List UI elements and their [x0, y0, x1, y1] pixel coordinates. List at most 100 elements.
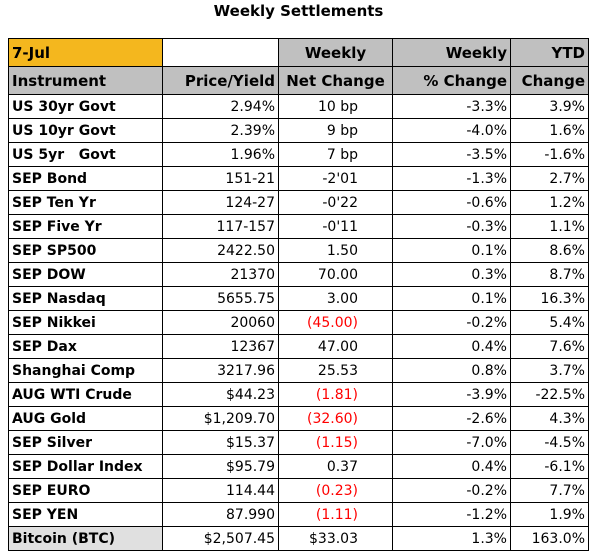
table-cell: 0.8% — [392, 358, 511, 383]
table-row: SEP Dollar Index $95.79 0.37 0.4% -6.1% — [8, 454, 589, 479]
table-cell: 114.44 — [162, 478, 279, 503]
table-cell: (32.60) — [278, 406, 393, 431]
table-cell: SEP SP500 — [8, 238, 163, 263]
table-cell: 12367 — [162, 334, 279, 359]
title: Weekly Settlements — [213, 2, 384, 20]
table-cell: Bitcoin (BTC) — [8, 526, 163, 551]
table-cell: Weekly — [392, 38, 511, 67]
table-row: SEP Five Yr 117-157 -0'11 -0.3% 1.1% — [8, 214, 589, 239]
table-cell: 7-Jul — [8, 38, 163, 67]
table-row: Shanghai Comp 3217.96 25.53 0.8% 3.7% — [8, 358, 589, 383]
table-cell: 3217.96 — [162, 358, 279, 383]
table-cell: 1.1% — [510, 214, 589, 239]
table-cell: 47.00 — [278, 334, 393, 359]
table-cell: -4.5% — [510, 430, 589, 455]
table-row: Instrument Price/Yield Net Change% Change C… — [8, 66, 589, 95]
table-cell: 8.7% — [510, 262, 589, 287]
table-cell: 0.4% — [392, 454, 511, 479]
table-cell: 2.94% — [162, 94, 279, 119]
table-cell: $33.03 — [278, 526, 393, 551]
table-cell: 151-21 — [162, 166, 279, 191]
table-cell: AUG Gold — [8, 406, 163, 431]
table-cell: SEP Silver — [8, 430, 163, 455]
table-cell: -1.2% — [392, 502, 511, 527]
table-cell: -22.5% — [510, 382, 589, 407]
table-cell: -1.6% — [510, 142, 589, 167]
table-row: SEP Nasdaq 5655.75 3.00 0.1% 16.3% — [8, 286, 589, 311]
table-cell: AUG WTI Crude — [8, 382, 163, 407]
table-cell: 0.3% — [392, 262, 511, 287]
table-cell: Change — [510, 66, 589, 95]
table-cell: Net Change — [278, 66, 393, 95]
table-cell: US 30yr Govt — [8, 94, 163, 119]
table-cell: 2.7% — [510, 166, 589, 191]
table-cell: 1.2% — [510, 190, 589, 215]
table-cell: 2.39% — [162, 118, 279, 143]
table-cell: 7.6% — [510, 334, 589, 359]
table-cell: -6.1% — [510, 454, 589, 479]
table-cell: 1.50 — [278, 238, 393, 263]
table-cell: -3.5% — [392, 142, 511, 167]
table-cell: SEP Dax — [8, 334, 163, 359]
table-cell: 25.53 — [278, 358, 393, 383]
table-cell: -3.9% — [392, 382, 511, 407]
table-cell: SEP Bond — [8, 166, 163, 191]
table-cell: 5.4% — [510, 310, 589, 335]
table-cell: -0.6% — [392, 190, 511, 215]
table-cell: -2'01 — [278, 166, 393, 191]
table-row: US 10yr Govt 2.39% 9 bp -4.0% 1.6% — [8, 118, 589, 143]
table-cell: -4.0% — [392, 118, 511, 143]
table-cell: SEP YEN — [8, 502, 163, 527]
table-cell: US 10yr Govt — [8, 118, 163, 143]
table-row: US 30yr Govt 2.94% 10 bp -3.3% 3.9% — [8, 94, 589, 119]
table-cell — [162, 38, 279, 67]
table-row: SEP Dax 12367 47.00 0.4% 7.6% — [8, 334, 589, 359]
table-cell: 1.3% — [392, 526, 511, 551]
table-cell: $95.79 — [162, 454, 279, 479]
table-cell: -0.2% — [392, 478, 511, 503]
table-cell: 20060 — [162, 310, 279, 335]
table-cell: $1,209.70 — [162, 406, 279, 431]
table-cell: 3.7% — [510, 358, 589, 383]
table-row: AUG Gold $1,209.70 (32.60) -2.6% 4.3% — [8, 406, 589, 431]
table-row: SEP Silver $15.37 (1.15) -7.0% -4.5% — [8, 430, 589, 455]
table-cell: US 5yr Govt — [8, 142, 163, 167]
table-cell: -3.3% — [392, 94, 511, 119]
table-cell: -0.2% — [392, 310, 511, 335]
table-cell: -7.0% — [392, 430, 511, 455]
table-cell: SEP Dollar Index — [8, 454, 163, 479]
table-cell: SEP Nikkei — [8, 310, 163, 335]
table-row: SEP Bond 151-21 -2'01 -1.3% 2.7% — [8, 166, 589, 191]
table-cell: (1.11) — [278, 502, 393, 527]
table-cell: 1.96% — [162, 142, 279, 167]
table-cell: 7 bp — [278, 142, 393, 167]
table-cell: 8.6% — [510, 238, 589, 263]
table-cell: $15.37 — [162, 430, 279, 455]
table-cell: 2422.50 — [162, 238, 279, 263]
table-row: SEP SP500 2422.50 1.50 0.1% 8.6% — [8, 238, 589, 263]
table-cell: Instrument — [8, 66, 163, 95]
table-cell: SEP DOW — [8, 262, 163, 287]
table-cell: (1.81) — [278, 382, 393, 407]
table-cell: -0'11 — [278, 214, 393, 239]
table-cell: 117-157 — [162, 214, 279, 239]
table-cell: 5655.75 — [162, 286, 279, 311]
table-cell: 1.9% — [510, 502, 589, 527]
table-cell: Price/Yield — [162, 66, 279, 95]
table-row: 7-Jul Weekly Weekly YTD — [8, 38, 589, 67]
table-cell: 16.3% — [510, 286, 589, 311]
table-cell: -0.3% — [392, 214, 511, 239]
table-cell: SEP Ten Yr — [8, 190, 163, 215]
table-cell: SEP Five Yr — [8, 214, 163, 239]
table-cell: (1.15) — [278, 430, 393, 455]
table-cell: 1.6% — [510, 118, 589, 143]
table-cell: 7.7% — [510, 478, 589, 503]
table-row: AUG WTI Crude $44.23 (1.81) -3.9% -22.5% — [8, 382, 589, 407]
table-cell: SEP Nasdaq — [8, 286, 163, 311]
table-cell: 0.1% — [392, 286, 511, 311]
table-cell: 3.9% — [510, 94, 589, 119]
table-cell: 0.37 — [278, 454, 393, 479]
table-cell: 9 bp — [278, 118, 393, 143]
table-row: SEP Ten Yr 124-27 -0'22 -0.6% 1.2% — [8, 190, 589, 215]
